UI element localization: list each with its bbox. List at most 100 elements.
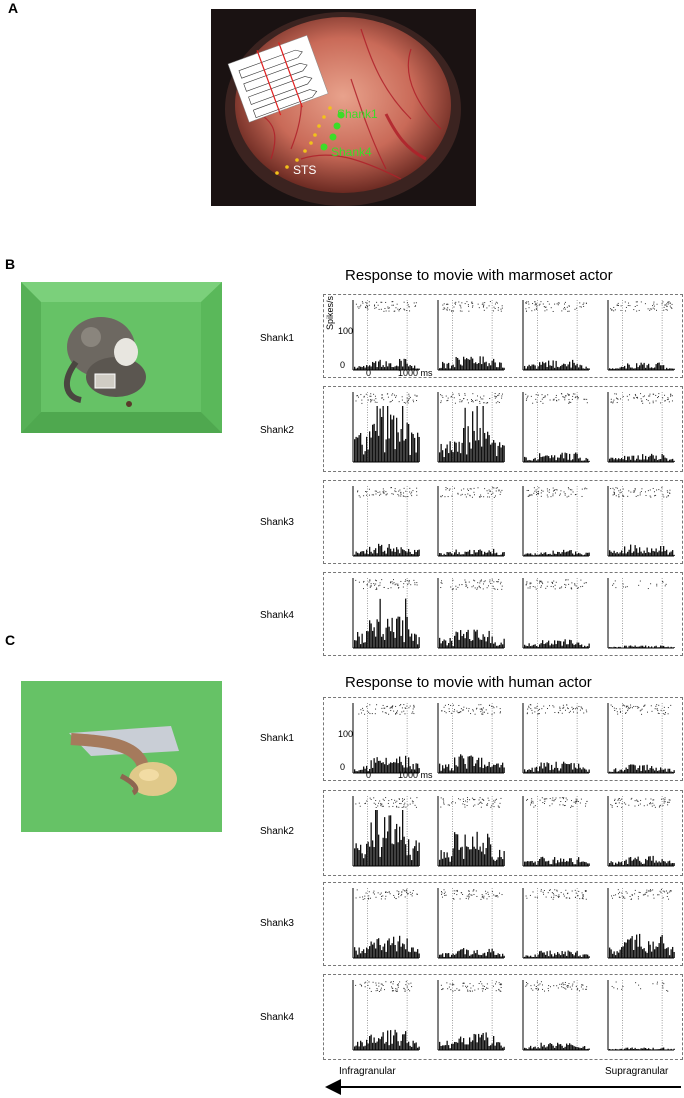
psth-bar [493, 643, 495, 648]
psth-cell-r3-c1 [352, 888, 420, 959]
psth-bar [670, 1048, 672, 1050]
psth-bar [481, 550, 483, 556]
psth-bar [402, 549, 404, 556]
psth-bar [564, 1046, 566, 1050]
psth-bar [573, 554, 575, 556]
psth-bar [491, 766, 493, 773]
psth-bar [394, 637, 396, 648]
psth-bar [414, 437, 416, 462]
psth-bar [621, 550, 623, 556]
psth-bar [578, 763, 580, 773]
psth-bar [373, 627, 375, 648]
psth-bar [369, 365, 371, 370]
psth-bar [390, 945, 392, 958]
psth-bar [384, 817, 386, 866]
psth-bar [615, 768, 617, 773]
psth-bar [408, 1041, 410, 1050]
psth-bar [534, 365, 536, 370]
psth-bar [458, 639, 460, 648]
psth-bar [369, 1036, 371, 1050]
psth-bar [466, 768, 468, 773]
row-box-c4 [323, 974, 683, 1060]
ytick-0-b: 0 [340, 360, 346, 370]
psth-bar [652, 550, 654, 556]
psth-bar [615, 368, 617, 370]
psth-bar [554, 857, 556, 866]
psth-bar [370, 623, 372, 648]
psth-bar [654, 949, 656, 958]
psth-bar [625, 767, 627, 773]
psth-bar [581, 644, 583, 648]
psth-bar [378, 834, 380, 866]
psth-bar [531, 364, 533, 370]
psth-bar [414, 951, 416, 958]
psth-cell-r3-c2 [437, 888, 505, 959]
psth-bar [460, 1036, 462, 1050]
psth-bar [382, 406, 384, 462]
psth-bar [491, 636, 493, 648]
psth-bar [484, 432, 486, 462]
psth-bar [630, 938, 632, 958]
psth-bar [546, 366, 548, 370]
psth-bar [440, 954, 442, 958]
psth-bar [391, 617, 393, 648]
psth-bar [613, 459, 615, 462]
psth-bar [652, 455, 654, 462]
psth-bar [648, 646, 650, 648]
psth-bar [357, 631, 359, 648]
spike-raster [526, 487, 588, 498]
psth-bar [636, 548, 638, 556]
psth-bar [627, 363, 629, 370]
psth-bar [502, 1047, 504, 1050]
psth-bar [561, 951, 563, 958]
psth-bar [488, 837, 490, 866]
psth-bar [384, 367, 386, 370]
psth-bar [484, 764, 486, 773]
spike-raster [355, 797, 418, 808]
psth-bar [397, 763, 399, 773]
psth-bar [469, 756, 471, 773]
psth-bar [572, 954, 574, 958]
psth-bar [366, 843, 368, 866]
psth-bar [490, 444, 492, 462]
psth-bar [637, 552, 639, 556]
psth-bar [485, 438, 487, 462]
psth-bar [648, 552, 650, 556]
psth-bar [615, 646, 617, 648]
psth-bar [357, 1041, 359, 1050]
psth-bar [667, 768, 669, 773]
psth-bar [524, 861, 526, 866]
psth-bar [463, 948, 465, 958]
psth-bar [466, 632, 468, 648]
psth-bar [636, 363, 638, 370]
psth-bar [412, 848, 414, 866]
psth-bar [666, 458, 668, 462]
psth-bar [537, 554, 539, 556]
spike-raster [440, 889, 503, 900]
psth-bar [379, 598, 381, 648]
psth-bar [502, 367, 504, 370]
psth-bar [417, 432, 419, 462]
psth-bar [576, 768, 578, 773]
spike-raster [440, 393, 503, 404]
psth-bar [645, 770, 647, 773]
psth-bar [482, 1032, 484, 1050]
psth-bar [563, 549, 565, 556]
psth-bar [476, 831, 478, 866]
psth-bar [554, 767, 556, 773]
psth-bar [451, 553, 453, 556]
psth-bar [452, 452, 454, 462]
psth-bar [446, 363, 448, 370]
psth-bar [454, 832, 456, 866]
psth-bar [530, 646, 532, 648]
psth-cell-r1-c4 [607, 703, 675, 774]
psth-bar [482, 356, 484, 370]
psth-bar [440, 443, 442, 462]
psth-bar [570, 952, 572, 958]
psth-bar [466, 551, 468, 556]
psth-bar [673, 460, 675, 462]
psth-bar [569, 764, 571, 773]
psth-cell-r2-c2 [437, 796, 505, 867]
psth-bar [616, 459, 618, 462]
psth-bar [552, 956, 554, 958]
